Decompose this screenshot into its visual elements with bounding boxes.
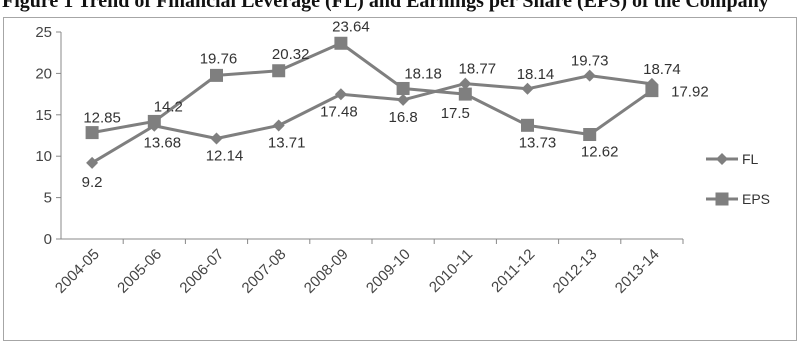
eps-point bbox=[147, 114, 161, 128]
fl-point bbox=[583, 69, 596, 82]
figure-title: Figure 1 Trend of Financial Leverage (FL… bbox=[0, 0, 800, 16]
eps-point bbox=[645, 84, 659, 98]
eps-data-label: 12.62 bbox=[581, 144, 619, 161]
eps-data-label: 19.76 bbox=[200, 50, 238, 67]
chart-frame bbox=[3, 17, 797, 341]
eps-data-label: 17.92 bbox=[671, 84, 709, 101]
fl-point bbox=[272, 119, 285, 132]
eps-data-label: 14.2 bbox=[154, 98, 183, 115]
y-tick-label: 0 bbox=[44, 231, 52, 248]
fl-point bbox=[397, 93, 410, 106]
fl-data-label: 18.14 bbox=[517, 66, 555, 83]
fl-data-label: 18.74 bbox=[643, 61, 681, 78]
eps-point bbox=[334, 36, 348, 50]
eps-data-label: 20.32 bbox=[272, 46, 310, 63]
fl-point bbox=[334, 88, 347, 101]
x-tick-label: 2007-08 bbox=[239, 246, 290, 297]
x-tick-label: 2013-14 bbox=[612, 246, 663, 297]
fl-point bbox=[459, 77, 472, 90]
x-tick-label: 2012-13 bbox=[550, 246, 601, 297]
eps-data-label: 12.85 bbox=[83, 110, 121, 127]
eps-point bbox=[396, 81, 410, 95]
legend-marker-eps bbox=[715, 192, 729, 206]
x-tick-label: 2008-09 bbox=[301, 246, 352, 297]
eps-point bbox=[85, 126, 99, 140]
x-tick-label: 2004-05 bbox=[52, 246, 103, 297]
fl-data-label: 17.48 bbox=[320, 103, 358, 120]
fl-point bbox=[86, 156, 99, 169]
fl-data-label: 19.73 bbox=[571, 53, 609, 70]
fl-data-label: 18.77 bbox=[459, 61, 497, 78]
fl-data-label: 12.14 bbox=[206, 147, 244, 164]
figure-title-text: Figure 1 Trend of Financial Leverage (FL… bbox=[2, 0, 769, 12]
x-tick-label: 2005-06 bbox=[114, 246, 165, 297]
x-tick-label: 2009-10 bbox=[363, 246, 414, 297]
eps-data-label: 18.18 bbox=[404, 65, 442, 82]
fl-point bbox=[521, 82, 534, 95]
legend-marker-fl bbox=[716, 153, 728, 165]
legend-label-fl: FL bbox=[742, 151, 759, 167]
fl-point bbox=[210, 132, 223, 145]
eps-point bbox=[458, 87, 472, 101]
fl-data-label: 9.2 bbox=[82, 174, 103, 191]
eps-point bbox=[210, 68, 223, 82]
fl-data-label: 16.8 bbox=[388, 109, 417, 126]
y-tick-label: 25 bbox=[35, 24, 52, 41]
fl-data-label: 13.68 bbox=[144, 135, 182, 152]
y-tick-label: 5 bbox=[44, 190, 52, 207]
y-tick-label: 20 bbox=[35, 65, 52, 82]
eps-point bbox=[521, 118, 534, 132]
legend-label-eps: EPS bbox=[742, 191, 770, 207]
series-line-fl bbox=[91, 74, 653, 165]
x-tick-label: 2006-07 bbox=[176, 246, 227, 297]
x-tick-label: 2011-12 bbox=[488, 246, 538, 296]
fl-data-label: 13.71 bbox=[268, 134, 306, 151]
eps-data-label: 17.5 bbox=[441, 105, 470, 122]
eps-data-label: 23.64 bbox=[332, 18, 370, 35]
eps-point bbox=[583, 128, 597, 142]
y-tick-label: 15 bbox=[35, 107, 52, 124]
x-tick-label: 2010-11 bbox=[426, 246, 476, 296]
eps-point bbox=[272, 64, 286, 78]
y-tick-label: 10 bbox=[35, 148, 52, 165]
eps-data-label: 13.73 bbox=[519, 134, 557, 151]
series-line-eps bbox=[91, 41, 653, 137]
